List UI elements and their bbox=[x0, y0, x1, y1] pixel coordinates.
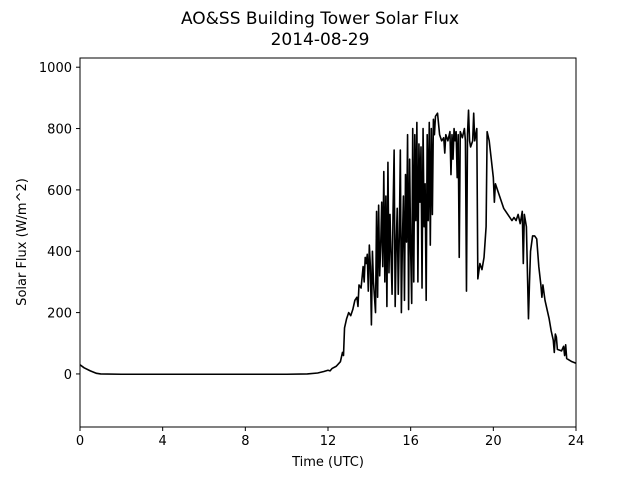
x-tick-label: 0 bbox=[76, 434, 84, 449]
chart-title: AO&SS Building Tower Solar Flux bbox=[181, 9, 459, 29]
y-tick-label: 400 bbox=[47, 245, 72, 260]
x-tick-label: 8 bbox=[241, 434, 249, 449]
y-tick-label: 600 bbox=[47, 184, 72, 199]
y-tick-label: 200 bbox=[47, 307, 72, 322]
x-tick-label: 20 bbox=[485, 434, 502, 449]
x-tick-label: 16 bbox=[402, 434, 419, 449]
y-tick-label: 800 bbox=[47, 123, 72, 138]
x-axis-label: Time (UTC) bbox=[291, 455, 364, 470]
y-tick-label: 1000 bbox=[39, 61, 72, 76]
data-line bbox=[79, 109, 577, 376]
x-tick-label: 24 bbox=[568, 434, 585, 449]
plot-frame bbox=[79, 57, 577, 428]
x-tick-label: 12 bbox=[320, 434, 337, 449]
chart-subtitle: 2014-08-29 bbox=[271, 30, 370, 50]
y-tick-label: 0 bbox=[64, 368, 72, 383]
y-axis-label: Solar Flux (W/m^2) bbox=[15, 178, 30, 306]
x-tick-label: 4 bbox=[159, 434, 167, 449]
